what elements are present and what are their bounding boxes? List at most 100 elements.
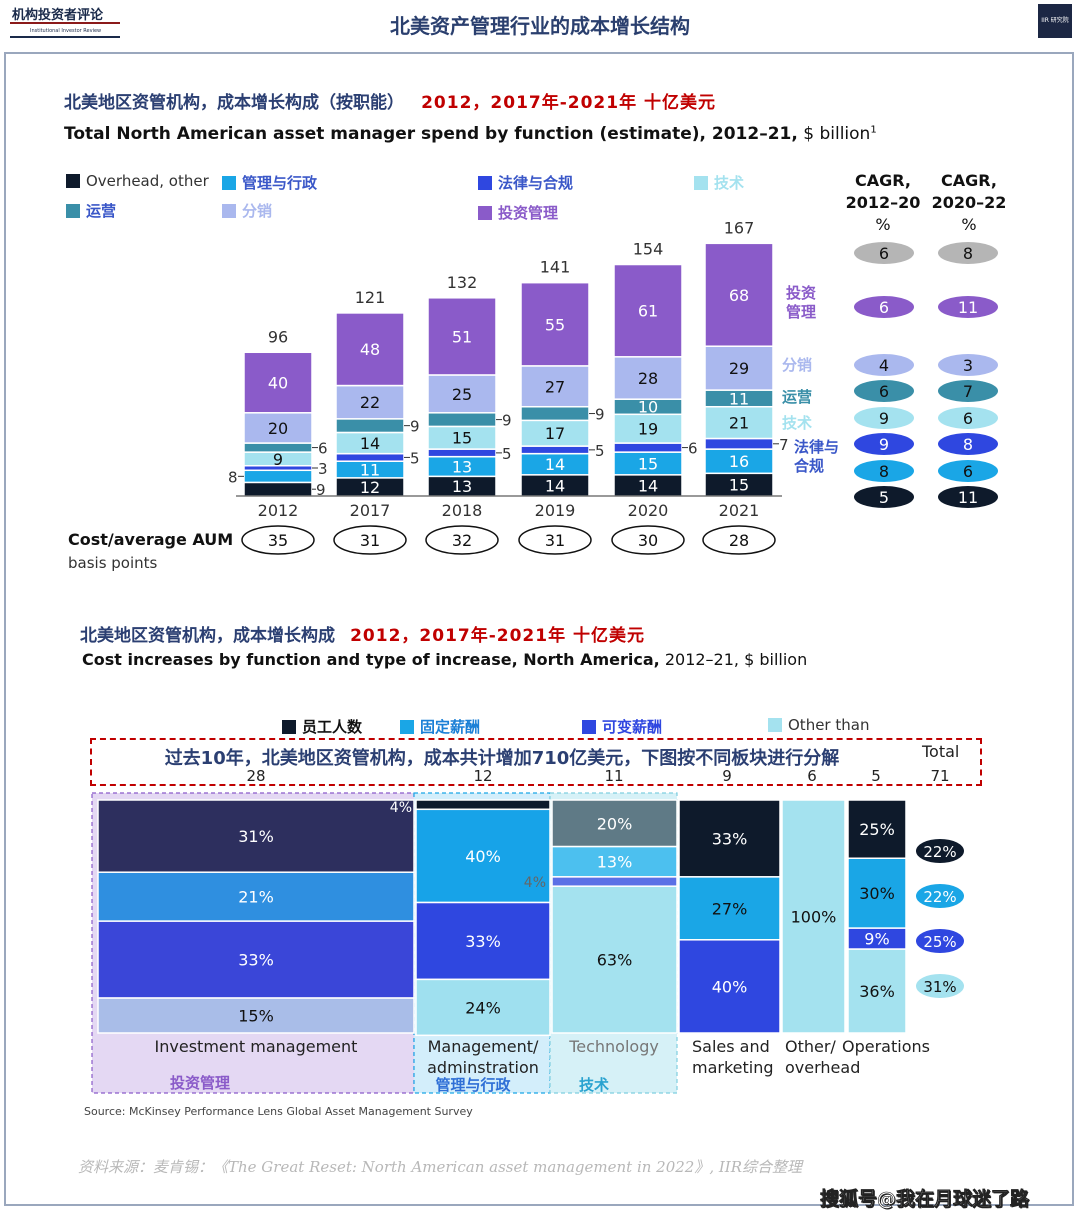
cost-oval bbox=[702, 525, 776, 555]
cagr-pill bbox=[854, 380, 914, 402]
column-total: 6 bbox=[807, 767, 817, 785]
total-label: 132 bbox=[447, 273, 478, 292]
column-total: 12 bbox=[473, 767, 492, 785]
segment-label: 33% bbox=[712, 829, 748, 848]
column-label-cn: 管理与行政 bbox=[435, 1076, 511, 1094]
column-label-cn: 技术 bbox=[579, 1076, 609, 1094]
cost-label: Cost/average AUM bbox=[68, 530, 234, 549]
legend-swatch bbox=[694, 175, 708, 190]
cagr-h2-line1: CAGR, bbox=[941, 171, 997, 190]
total-label: 121 bbox=[355, 288, 386, 307]
data-label: 11 bbox=[360, 461, 380, 480]
bar-segment bbox=[704, 448, 774, 475]
side-label: 分销 bbox=[782, 356, 812, 374]
bottom-title-unit: 2012–21, $ billion bbox=[659, 650, 808, 669]
cagr-value: 8 bbox=[879, 462, 889, 481]
column-total: 5 bbox=[871, 767, 881, 785]
corner-logo: IIR 研究院 bbox=[1038, 4, 1072, 38]
bottom-legend-item: 员工人数 bbox=[282, 716, 362, 737]
cagr-value: 5 bbox=[879, 488, 889, 507]
cost-value: 30 bbox=[638, 531, 658, 550]
type-total-badge bbox=[916, 839, 964, 863]
data-label: 9 bbox=[595, 406, 605, 424]
side-label: 合规 bbox=[793, 457, 824, 475]
segment-label: 4% bbox=[390, 800, 412, 816]
data-label: 9 bbox=[316, 481, 326, 499]
cagr-h1-line2: 2012–20 bbox=[845, 193, 921, 212]
cagr-pill bbox=[938, 380, 998, 402]
column-label: Investment management bbox=[155, 1037, 358, 1056]
legend-label: 投资管理 bbox=[498, 204, 559, 222]
cost-value: 31 bbox=[360, 531, 380, 550]
data-label: 6 bbox=[688, 440, 698, 458]
cagr-value: 7 bbox=[963, 382, 973, 401]
data-label: 14 bbox=[545, 476, 565, 495]
cagr-pill bbox=[854, 460, 914, 482]
cagr-h1-line3: % bbox=[875, 215, 891, 234]
cagr-pill bbox=[854, 296, 914, 318]
bottom-title-en: Cost increases by function and type of i… bbox=[82, 650, 660, 669]
cagr-pill bbox=[938, 354, 998, 376]
cagr-pill bbox=[938, 407, 998, 429]
type-total-badge bbox=[916, 974, 964, 998]
segment-label: 100% bbox=[791, 908, 837, 927]
type-total-value: 22% bbox=[923, 888, 956, 906]
mekko-segment bbox=[551, 799, 678, 848]
legend-label: 管理与行政 bbox=[242, 174, 318, 192]
cagr-value: 9 bbox=[879, 409, 889, 428]
x-tick-label: 2017 bbox=[350, 501, 391, 520]
side-label: 投资 bbox=[786, 284, 816, 302]
cost-oval bbox=[611, 525, 685, 555]
column-label: overhead bbox=[785, 1058, 860, 1077]
data-label: 9 bbox=[273, 450, 283, 469]
top-stacked-chart: 98 39620409620121211514922481212017131351… bbox=[228, 218, 998, 555]
legend-label: 法律与合规 bbox=[498, 174, 574, 192]
segment-label: 33% bbox=[465, 932, 501, 951]
cagr-value: 6 bbox=[963, 409, 973, 428]
segment-label: 9% bbox=[864, 930, 889, 949]
column-label: marketing bbox=[692, 1058, 774, 1077]
data-label: 6 bbox=[318, 440, 328, 458]
mekko-segment bbox=[97, 920, 415, 999]
top-title-en-row: Total North American asset manager spend… bbox=[64, 124, 877, 144]
data-label: 61 bbox=[638, 302, 658, 321]
header-bar: 机构投资者评论 Institutional Investor Review 北美… bbox=[0, 0, 1080, 46]
cagr-value: 6 bbox=[879, 298, 889, 317]
data-label: 25 bbox=[452, 385, 472, 404]
data-label: 55 bbox=[545, 315, 565, 334]
mekko-segment bbox=[678, 876, 781, 941]
data-label: 5 bbox=[595, 442, 605, 460]
bar-segment bbox=[613, 356, 683, 400]
data-label: 51 bbox=[452, 327, 472, 346]
content-frame bbox=[4, 52, 1074, 1206]
type-total-badge bbox=[916, 929, 964, 953]
data-label: 68 bbox=[729, 286, 749, 305]
bottom-mekko-chart: 31% 21% 33% 15% 28 4% 40% 33% 24% 12 20% 13% 4% 63% 11… bbox=[91, 767, 964, 1094]
bar-segment bbox=[427, 297, 497, 376]
legend-swatch bbox=[478, 205, 492, 220]
data-label: 13 bbox=[452, 457, 472, 476]
mekko-segment bbox=[97, 871, 415, 922]
bar-segment bbox=[335, 312, 405, 387]
mekko-segment bbox=[415, 808, 551, 904]
bar-segment bbox=[613, 263, 683, 358]
logo-rule bbox=[10, 22, 120, 24]
segment-label: 21% bbox=[238, 888, 274, 907]
segment-label: 20% bbox=[597, 814, 633, 833]
cagr-value: 11 bbox=[958, 298, 978, 317]
column-label: Operations bbox=[842, 1037, 930, 1056]
top-title-row: 北美地区资管机构，成本增长构成（按职能） 2012，2017年-2021年 十亿… bbox=[64, 88, 716, 113]
legend-swatch bbox=[222, 203, 236, 218]
data-label: 15 bbox=[638, 454, 658, 473]
top-legend-item: 运营 bbox=[66, 200, 116, 221]
cost-value: 28 bbox=[729, 531, 749, 550]
legend-swatch bbox=[66, 203, 80, 218]
bottom-title-red: 2012，2017年-2021年 十亿美元 bbox=[350, 626, 646, 646]
data-label: 29 bbox=[729, 359, 749, 378]
cost-sublabel: basis points bbox=[68, 554, 158, 572]
segment-label: 40% bbox=[465, 847, 501, 866]
bar-segment bbox=[704, 242, 774, 347]
cagr-value: 4 bbox=[879, 356, 889, 375]
mekko-segment bbox=[415, 978, 551, 1037]
x-tick-label: 2020 bbox=[628, 501, 669, 520]
